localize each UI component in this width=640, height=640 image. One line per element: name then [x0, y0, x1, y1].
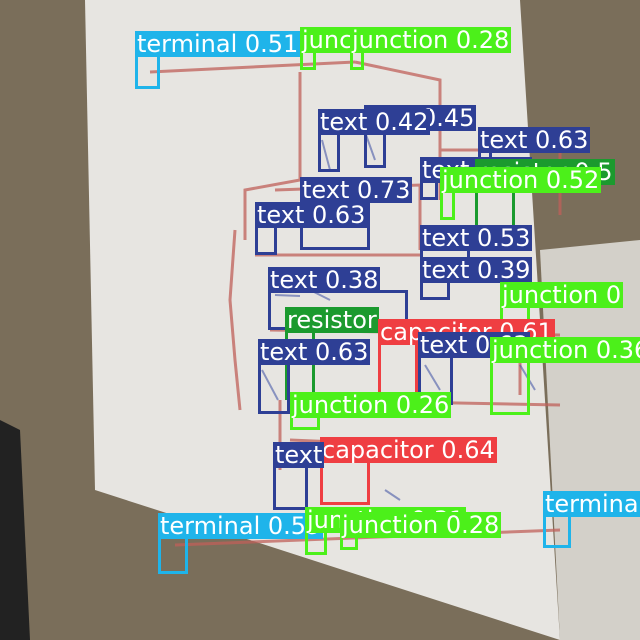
- junction-detection-box: junction 0.52: [440, 167, 602, 220]
- text-detection-box: text 0.63: [258, 339, 371, 414]
- text-detection-box: text 0.40: [420, 157, 533, 200]
- terminal-detection-box: terminal: [543, 491, 640, 548]
- text-detection-box: text 0.63: [478, 127, 591, 170]
- terminal-detection-box: terminal 0.51: [135, 31, 301, 89]
- junction-detection-label: junction 0.36: [490, 337, 640, 363]
- junction-detection-label: junction 0.28: [340, 511, 502, 539]
- text-detection-label: text 0.63: [478, 126, 591, 154]
- terminal-detection-label: terminal: [543, 491, 640, 517]
- text-detection-box: text 0.39: [420, 257, 533, 300]
- terminal-detection-label: terminal 0.59: [158, 512, 324, 540]
- terminal-detection-label: terminal 0.51: [135, 30, 301, 58]
- terminal-detection-box: terminal 0.59: [158, 513, 324, 574]
- text-detection-box: text 0.42: [318, 109, 431, 172]
- junction-detection-label: junction 0: [500, 281, 624, 309]
- dark-object: [0, 420, 30, 640]
- junction-detection-box: junction 0.26: [290, 392, 452, 430]
- junction-detection-box: junction 0.28: [350, 27, 512, 70]
- junction-detection-box: junction 0.39: [300, 27, 462, 70]
- junction-detection-box: junction 0: [500, 282, 624, 325]
- text-detection-label: text: [273, 441, 325, 469]
- capacitor-detection-box: capacitor 0.64: [320, 437, 497, 505]
- text-detection-label: text 0.63: [258, 338, 371, 366]
- resistor-detection-box: resistor: [285, 307, 379, 400]
- capacitor-detection-label: capacitor 0.64: [320, 436, 497, 464]
- text-detection-label: text 0.73: [300, 176, 413, 204]
- junction-detection-box: junction 0.31: [305, 507, 467, 555]
- text-detection-box: text 0.63: [255, 202, 368, 255]
- text-detection-box: text: [273, 442, 325, 510]
- text-detection-label: text 0.53: [420, 224, 533, 252]
- text-detection-label: text 0.42: [318, 108, 431, 136]
- resistor-detection-label: resistor: [285, 306, 379, 334]
- text-detection-label: text 0.63: [255, 201, 368, 229]
- text-detection-box: text 0.73: [300, 177, 413, 250]
- capacitor-detection-box: capacitor 0.61: [378, 319, 555, 397]
- text-detection-box: text 0.53: [420, 225, 533, 278]
- junction-detection-box: junction 0.28: [340, 512, 502, 550]
- text-detection-label: text 0.38: [268, 266, 381, 294]
- junction-detection-label: junction 0.26: [290, 391, 452, 419]
- junction-detection-box: junction 0.36: [490, 337, 640, 415]
- junction-detection-label: junction 0.52: [440, 166, 602, 194]
- junction-detection-label: junction 0.28: [350, 26, 512, 54]
- text-detection-label: text 0.39: [420, 256, 533, 284]
